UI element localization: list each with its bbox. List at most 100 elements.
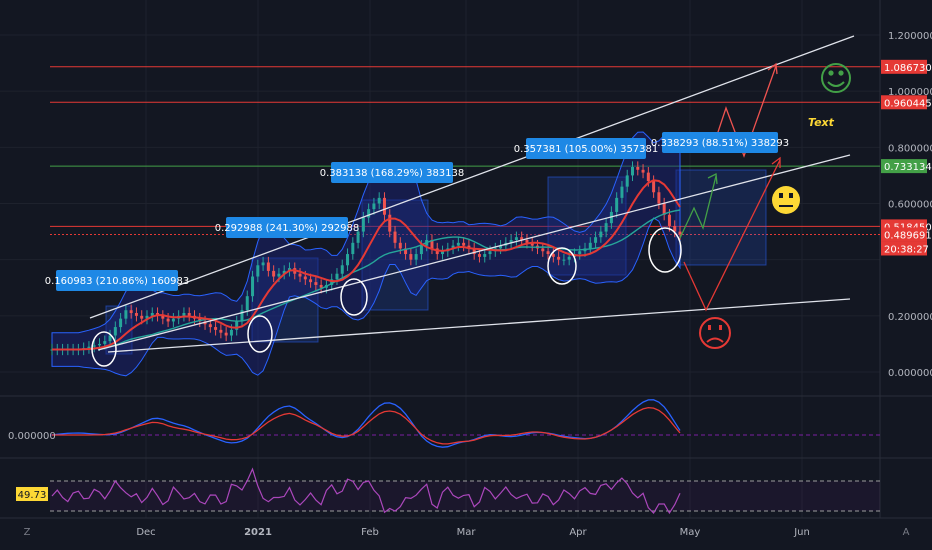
candle-body bbox=[620, 186, 624, 198]
candle-body bbox=[641, 169, 645, 173]
candle-body bbox=[182, 313, 186, 316]
bearish-head bbox=[771, 156, 781, 168]
candle-body bbox=[467, 245, 471, 249]
candle-body bbox=[599, 231, 603, 238]
candle-body bbox=[92, 345, 96, 347]
candle-body bbox=[356, 231, 360, 243]
neutral-face-icon bbox=[772, 186, 800, 214]
price-tag-text: 20:38:27 bbox=[884, 244, 929, 255]
circle-5 bbox=[648, 227, 682, 273]
candle-body bbox=[377, 197, 381, 204]
price-axis[interactable]: 1.200000 1.000000 0.800000 0.600000 0.200000… bbox=[888, 31, 932, 379]
candle-body bbox=[251, 276, 255, 297]
candle-body bbox=[382, 197, 386, 215]
sad-face-icon bbox=[699, 317, 731, 349]
candle-body bbox=[361, 217, 365, 232]
candle-body bbox=[303, 276, 307, 280]
target-head bbox=[767, 62, 778, 75]
candle-body bbox=[483, 254, 487, 257]
candle-body bbox=[462, 242, 466, 246]
candle-body bbox=[166, 318, 170, 322]
zoom-button[interactable]: Z bbox=[24, 527, 31, 538]
candle-body bbox=[409, 254, 413, 260]
price-tag-text: 1.086730 bbox=[884, 63, 932, 74]
measure-label-3: 0.383138 (168.29%) 383138 bbox=[320, 162, 465, 183]
candle-body bbox=[287, 268, 291, 271]
candle-body bbox=[103, 341, 107, 344]
auto-scale-button[interactable]: A bbox=[903, 527, 910, 538]
candle-body bbox=[314, 282, 318, 285]
bearish-projection bbox=[683, 159, 781, 312]
candle-body bbox=[161, 315, 165, 319]
candle-body bbox=[129, 310, 133, 314]
candle-body bbox=[330, 279, 334, 285]
candle-body bbox=[134, 313, 138, 316]
candle-body bbox=[240, 310, 244, 322]
time-axis[interactable]: Dec 2021 Feb Mar Apr May Jun bbox=[136, 527, 809, 538]
price-tick-label: 0.600000 bbox=[888, 200, 932, 211]
candle-body bbox=[187, 313, 191, 316]
time-tick-label: Feb bbox=[361, 527, 379, 538]
price-tag-text: 0.733134 bbox=[884, 162, 932, 173]
circle-4 bbox=[547, 247, 577, 285]
candle-body bbox=[340, 265, 344, 274]
candle-body bbox=[124, 310, 128, 319]
horizontal-levels bbox=[50, 66, 880, 235]
candle-body bbox=[625, 175, 629, 187]
candle-body bbox=[488, 251, 492, 255]
candle-body bbox=[615, 197, 619, 212]
candle-body bbox=[520, 237, 524, 241]
candle-body bbox=[551, 254, 555, 257]
candle-body bbox=[451, 245, 455, 249]
candle-body bbox=[145, 315, 149, 319]
candle-body bbox=[108, 335, 112, 342]
candle-body bbox=[214, 327, 218, 330]
price-tag-bg bbox=[881, 241, 927, 256]
candle-body bbox=[588, 242, 592, 249]
candle-body bbox=[604, 223, 608, 232]
upper-trendline bbox=[89, 35, 855, 319]
candle-body bbox=[351, 242, 355, 255]
svg-text:0.160983 (210.86%) 160983: 0.160983 (210.86%) 160983 bbox=[45, 276, 190, 287]
candle-body bbox=[499, 245, 503, 249]
candle-body bbox=[419, 245, 423, 255]
candle-body bbox=[393, 231, 397, 243]
circle-1 bbox=[91, 331, 117, 367]
price-tag-text: 0.960445 bbox=[884, 98, 932, 109]
grid bbox=[0, 0, 880, 518]
measure-label-2: 0.292988 (241.30%) 292988 bbox=[215, 217, 360, 238]
price-tag-text: 0.489691 bbox=[884, 230, 932, 241]
svg-text:0.292988 (241.30%) 292988: 0.292988 (241.30%) 292988 bbox=[215, 223, 360, 234]
measure-label-5: 0.338293 (88.51%) 338293 bbox=[651, 132, 789, 153]
candle-body bbox=[219, 329, 223, 333]
candle-body bbox=[646, 172, 650, 182]
trend-channel bbox=[89, 35, 855, 353]
price-tick-label: 1.200000 bbox=[888, 31, 932, 42]
candle-body bbox=[388, 214, 392, 232]
candle-body bbox=[441, 251, 445, 255]
candle-body bbox=[224, 332, 228, 336]
candle-body bbox=[309, 279, 313, 283]
candle-body bbox=[414, 254, 418, 260]
candle-body bbox=[456, 242, 460, 246]
bullish-projection bbox=[679, 175, 717, 239]
candle-body bbox=[546, 251, 550, 255]
svg-text:0.357381 (105.00%) 357381: 0.357381 (105.00%) 357381 bbox=[514, 144, 659, 155]
candle-body bbox=[171, 318, 175, 322]
candle-body bbox=[541, 248, 545, 252]
price-tag-bg bbox=[881, 159, 927, 174]
candle-body bbox=[272, 270, 276, 277]
candle-body bbox=[430, 240, 434, 249]
candle-body bbox=[673, 225, 677, 232]
svg-text:0.383138 (168.29%) 383138: 0.383138 (168.29%) 383138 bbox=[320, 168, 465, 179]
circle-3 bbox=[340, 278, 368, 316]
rsi-value: 49.73 bbox=[18, 490, 47, 501]
text-note: Text bbox=[808, 116, 835, 129]
candle-body bbox=[140, 315, 144, 319]
candle-body bbox=[525, 240, 529, 243]
highlight-circles bbox=[91, 227, 682, 367]
measure-label-1: 0.160983 (210.86%) 160983 bbox=[45, 270, 190, 291]
candle-body bbox=[335, 273, 339, 280]
osc-label: 0.000000 bbox=[8, 431, 56, 442]
